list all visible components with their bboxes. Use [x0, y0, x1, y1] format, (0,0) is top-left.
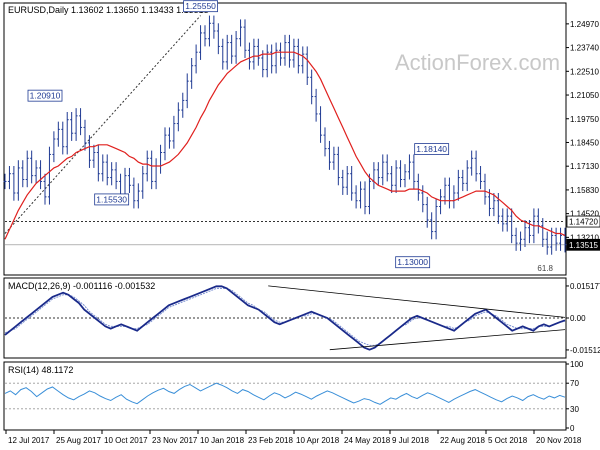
x-axis-label: 20 Nov 2018 [536, 436, 582, 445]
macd-upper-trendline [268, 285, 566, 318]
macd-lower-trendline [329, 329, 566, 351]
price-axis-label: 1.14520 [570, 210, 599, 219]
price-axis-label: 1.18450 [570, 138, 599, 147]
rsi-header: RSI(14) 48.1172 [8, 365, 73, 375]
macd-axis-label: 0.015177 [570, 282, 600, 291]
price-annotation: 1.20910 [30, 91, 61, 101]
price-annotation: 1.13000 [397, 257, 428, 267]
price-highlight-label: 1.13515 [569, 241, 598, 250]
axis-layer: 1.24970 1.23740 1.22510 1.21050 1.19750 1.184… [5, 20, 600, 445]
price-annotation: 1.18140 [416, 144, 447, 154]
price-panel-frame [3, 2, 567, 276]
price-highlight-label: 1.14720 [569, 218, 598, 227]
price-highlight-box [566, 238, 600, 251]
price-header: EURUSD,Daily 1.13602 1.13650 1.13433 1.1… [8, 5, 209, 15]
price-annotation: 1.15530 [96, 194, 127, 204]
price-annotation: 1.25550 [185, 1, 216, 11]
fib-label: 61.8 [537, 264, 553, 273]
price-axis-label: 1.21050 [570, 91, 599, 100]
x-axis-label: 25 Aug 2017 [56, 436, 101, 445]
x-axis-label: 10 Jan 2018 [200, 436, 245, 445]
x-axis-label: 9 Jul 2018 [392, 436, 429, 445]
macd-line [4, 285, 566, 351]
price-axis-label: 1.15830 [570, 186, 599, 195]
x-axis-label: 23 Feb 2018 [248, 436, 293, 445]
macd-layer [4, 285, 566, 351]
rsi-axis-label: 70 [570, 379, 579, 388]
price-highlight-box [566, 215, 600, 228]
rsi-axis-label: 30 [570, 405, 579, 414]
rsi-axis-label: 0 [570, 424, 575, 433]
x-axis-label: 24 May 2018 [344, 436, 391, 445]
price-axis-label: 1.17130 [570, 162, 599, 171]
price-axis-label: 1.22510 [570, 67, 599, 76]
price-annotation-box [414, 143, 450, 155]
macd-axis-label: -0.015126 [570, 346, 600, 355]
price-annotation-box [183, 0, 218, 13]
price-annotation-box [395, 256, 431, 269]
price-annotation-box [27, 89, 63, 102]
price-axis-label: 1.19750 [570, 115, 599, 124]
x-axis-label: 10 Oct 2017 [104, 436, 148, 445]
price-axis-label: 1.13210 [570, 233, 599, 242]
moving-average-line [4, 51, 566, 240]
x-axis-label: 5 Oct 2018 [488, 436, 528, 445]
rsi-line [4, 382, 566, 405]
x-axis-label: 23 Nov 2017 [152, 436, 198, 445]
price-axis-label: 1.24970 [570, 20, 599, 29]
rsi-panel-frame [3, 361, 567, 431]
macd-header: MACD(12,26,9) -0.001116 -0.001532 [8, 281, 155, 291]
x-axis-label: 22 Aug 2018 [440, 436, 485, 445]
rising-trendline [4, 15, 201, 234]
x-axis-label: 12 Jul 2017 [8, 436, 50, 445]
x-axis-label: 10 Apr 2018 [296, 436, 340, 445]
rsi-axis-label: 100 [570, 360, 584, 369]
rsi-layer [4, 382, 566, 410]
price-axis-label: 1.23740 [570, 44, 599, 53]
price-layer: 1.25550 1.20910 1.15530 1.18140 1.13000 [3, 0, 567, 269]
macd-axis-label: 0.00 [570, 314, 586, 323]
price-annotation-box [94, 193, 130, 206]
watermark: ActionForex.com [395, 50, 560, 75]
